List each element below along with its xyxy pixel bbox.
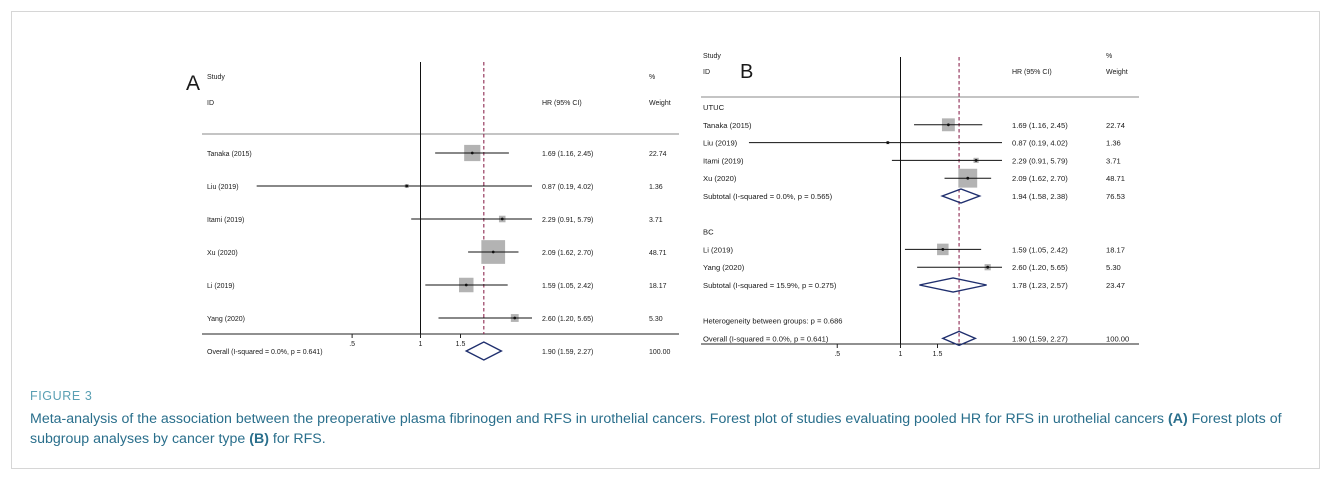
- weight-text: 48.71: [1106, 174, 1125, 183]
- hr-ci-text: 2.29 (0.91, 5.79): [1012, 156, 1068, 165]
- weight-text: 100.00: [1106, 334, 1129, 343]
- figure-caption: Meta-analysis of the association between…: [30, 409, 1310, 449]
- weight-text: 18.17: [649, 283, 667, 290]
- weight-text: 48.71: [649, 250, 667, 257]
- hr-ci-text: 0.87 (0.19, 4.02): [1012, 139, 1068, 148]
- header-id: ID: [207, 100, 214, 107]
- caption-ref-a: (A): [1167, 411, 1188, 427]
- study-label: Tanaka (2015): [703, 121, 752, 130]
- x-tick-label: 1: [899, 351, 903, 358]
- weight-text: 1.36: [649, 184, 663, 191]
- hr-ci-text: 2.29 (0.91, 5.79): [542, 217, 593, 224]
- point-estimate: [405, 184, 409, 188]
- overall-diamond: [941, 330, 978, 347]
- hr-ci-text: 1.69 (1.16, 2.45): [542, 151, 593, 158]
- overall-diamond: [464, 341, 503, 361]
- hr-ci-text: 2.60 (1.20, 5.65): [542, 316, 593, 323]
- hr-ci-text: 2.09 (1.62, 2.70): [1012, 174, 1068, 183]
- x-tick-label: .5: [834, 351, 840, 358]
- point-estimate: [491, 250, 495, 254]
- header-percent: %: [1106, 53, 1112, 60]
- study-label: Xu (2020): [207, 250, 238, 257]
- hr-ci-text: 2.09 (1.62, 2.70): [542, 250, 593, 257]
- header-percent: %: [649, 74, 655, 81]
- point-estimate: [464, 283, 468, 287]
- point-estimate: [986, 265, 990, 269]
- subtotal-diamond: [940, 188, 982, 204]
- study-label: Li (2019): [207, 283, 235, 290]
- figure-frame: A Study ID HR (95% CI)% Weight .5 1 1.5 Tanaka (…: [11, 11, 1320, 469]
- weight-text: 1.36: [1106, 139, 1121, 148]
- overall-label: Overall (I-squared = 0.0%, p = 0.641): [207, 349, 323, 356]
- caption-part-1: Meta-analysis of the association between…: [30, 411, 1168, 427]
- subgroup-label: BC: [703, 228, 714, 237]
- x-tick-label: 1: [419, 341, 423, 348]
- x-tick-label: .5: [349, 341, 355, 348]
- study-label: Itami (2019): [207, 217, 244, 224]
- heterogeneity-note: Heterogeneity between groups: p = 0.686: [703, 317, 843, 326]
- hr-ci-text: 2.60 (1.20, 5.65): [1012, 263, 1068, 272]
- subtotal-label: Subtotal (I-squared = 15.9%, p = 0.275): [703, 281, 837, 290]
- x-tick-label: 1.5: [933, 351, 943, 358]
- figure-label: FIGURE 3: [30, 389, 93, 403]
- subgroup-label: UTUC: [703, 103, 725, 112]
- weight-text: 100.00: [649, 349, 671, 356]
- weight-text: 3.71: [649, 217, 663, 224]
- point-estimate: [974, 159, 978, 162]
- study-label: Yang (2020): [207, 316, 245, 323]
- subtotal-diamond: [919, 277, 987, 293]
- hr-ci-text: 1.78 (1.23, 2.57): [1012, 281, 1068, 290]
- weight-text: 76.53: [1106, 192, 1125, 201]
- header-hr: HR (95% CI): [1012, 69, 1052, 76]
- header-hr: HR (95% CI): [542, 100, 582, 107]
- weight-text: 18.17: [1106, 245, 1125, 254]
- weight-text: 23.47: [1106, 281, 1125, 290]
- panel-label: B: [740, 61, 753, 83]
- hr-ci-text: 1.59 (1.05, 2.42): [542, 283, 593, 290]
- study-label: Itami (2019): [703, 156, 744, 165]
- study-label: Xu (2020): [703, 174, 737, 183]
- study-label: Liu (2019): [703, 139, 738, 148]
- header-study: Study: [703, 53, 721, 60]
- weight-text: 3.71: [1106, 156, 1121, 165]
- overall-label: Overall (I-squared = 0.0%, p = 0.641): [703, 334, 829, 343]
- hr-ci-text: 1.90 (1.59, 2.27): [1012, 334, 1068, 343]
- header-id: ID: [703, 69, 710, 76]
- point-estimate: [500, 217, 504, 221]
- point-estimate: [941, 248, 945, 251]
- point-estimate: [966, 176, 970, 180]
- weight-text: 5.30: [1106, 263, 1121, 272]
- study-label: Tanaka (2015): [207, 151, 252, 158]
- study-label: Liu (2019): [207, 184, 239, 191]
- caption-ref-b: (B): [249, 431, 269, 447]
- point-estimate: [946, 123, 950, 127]
- x-tick-label: 1.5: [456, 341, 466, 348]
- hr-ci-text: 1.69 (1.16, 2.45): [1012, 121, 1068, 130]
- point-estimate: [513, 316, 517, 320]
- weight-text: 22.74: [649, 151, 667, 158]
- hr-ci-text: 0.87 (0.19, 4.02): [542, 184, 593, 191]
- header-study: Study: [207, 74, 225, 81]
- weight-text: 5.30: [649, 316, 663, 323]
- subtotal-label: Subtotal (I-squared = 0.0%, p = 0.565): [703, 192, 833, 201]
- caption-part-3: for RFS.: [268, 431, 326, 447]
- hr-ci-text: 1.59 (1.05, 2.42): [1012, 245, 1068, 254]
- panel-label: A: [186, 72, 200, 95]
- point-estimate: [886, 141, 890, 145]
- point-estimate: [470, 151, 474, 155]
- hr-ci-text: 1.90 (1.59, 2.27): [542, 349, 593, 356]
- header-weight: Weight: [1106, 69, 1128, 76]
- study-label: Yang (2020): [703, 263, 745, 272]
- caption-part-2: Forest plots of subgroup analyses by can…: [30, 411, 1282, 447]
- study-label: Li (2019): [703, 245, 733, 254]
- header-weight: Weight: [649, 100, 671, 107]
- hr-ci-text: 1.94 (1.58, 2.38): [1012, 192, 1068, 201]
- weight-text: 22.74: [1106, 121, 1125, 130]
